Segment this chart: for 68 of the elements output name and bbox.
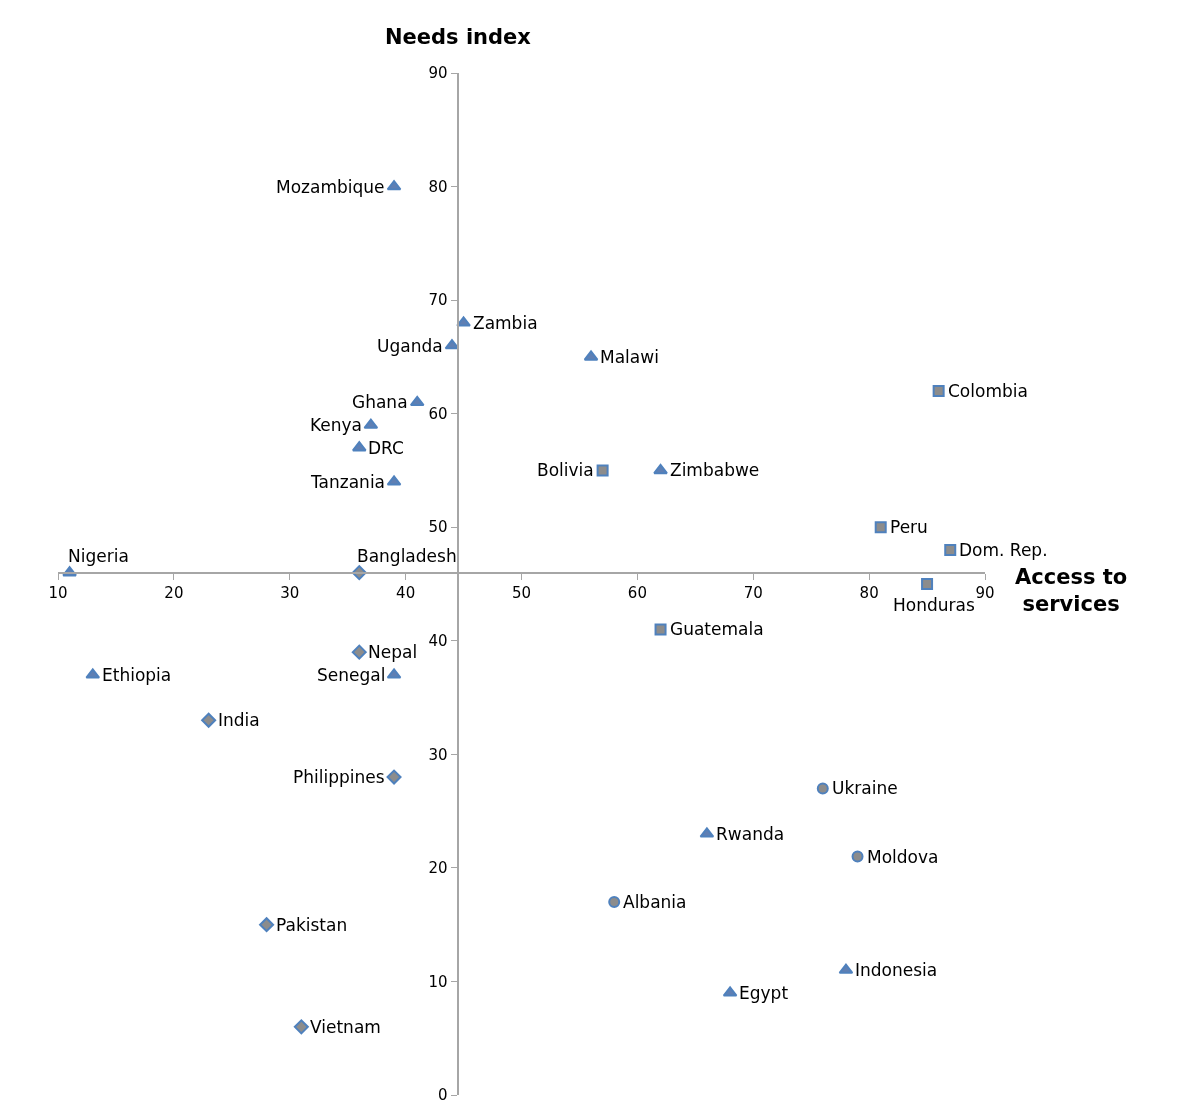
- point: [293, 1019, 309, 1035]
- point: [932, 384, 945, 397]
- point: [654, 623, 667, 636]
- x-tick-label: 60: [627, 583, 647, 602]
- y-tick-label: 40: [428, 632, 448, 651]
- point: [596, 464, 609, 477]
- annotation: Indonesia: [855, 960, 938, 980]
- point: [259, 917, 275, 933]
- point: [456, 316, 471, 327]
- x-tick-label: 10: [48, 583, 68, 602]
- annotation: Bolivia: [537, 460, 594, 480]
- annotation: Nepal: [368, 642, 418, 662]
- annotation: Peru: [890, 517, 928, 537]
- point: [921, 578, 934, 590]
- point: [816, 782, 829, 795]
- annotation: Philippines: [293, 767, 385, 787]
- point: [351, 644, 367, 660]
- y-tick-label: 30: [428, 745, 448, 764]
- y-tick-label: 60: [428, 404, 448, 423]
- point: [608, 895, 621, 908]
- annotation: Dom. Rep.: [959, 540, 1048, 560]
- annotation: Kenya: [310, 415, 363, 435]
- annotation: Nigeria: [68, 546, 129, 566]
- annotation: Egypt: [739, 983, 789, 1003]
- x-tick-label: 50: [511, 583, 532, 602]
- annotation: India: [218, 710, 260, 730]
- point: [386, 769, 402, 785]
- x-tick-label: 90: [975, 583, 995, 602]
- annotation: Pakistan: [276, 915, 348, 935]
- annotation: Tanzania: [310, 472, 386, 492]
- annotation: Albania: [623, 892, 687, 912]
- annotation: Uganda: [377, 336, 443, 356]
- annotation: Senegal: [317, 665, 386, 685]
- point: [944, 543, 957, 556]
- annotation: Rwanda: [716, 824, 785, 844]
- annotation: DRC: [368, 438, 404, 458]
- point: [201, 712, 217, 728]
- annotation: Ghana: [352, 392, 408, 412]
- x-tick-label: 70: [743, 583, 763, 602]
- annotation: Ethiopia: [102, 665, 172, 685]
- x-tick-label: 30: [280, 583, 300, 602]
- point: [409, 395, 425, 407]
- annotation: Ukraine: [832, 778, 898, 798]
- point: [851, 850, 864, 863]
- y-tick-label: 90: [428, 64, 448, 83]
- y-tick-label: 20: [428, 859, 448, 878]
- x-tick-label: 40: [396, 583, 416, 602]
- annotation: Zambia: [473, 313, 538, 333]
- annotation: Zimbabwe: [670, 460, 760, 480]
- x-tick-label: 80: [859, 583, 879, 602]
- annotation: Guatemala: [670, 619, 764, 639]
- x-tick-label: 20: [164, 583, 184, 602]
- annotation: Vietnam: [310, 1017, 381, 1037]
- y-tick-label: 70: [428, 291, 448, 310]
- annotation: Moldova: [867, 847, 939, 867]
- x-axis-title: Access to services: [1015, 565, 1128, 617]
- y-tick-label: 50: [428, 518, 448, 537]
- annotation: Honduras: [893, 595, 975, 615]
- y-axis-title: Needs index: [385, 25, 532, 49]
- annotation: Bangladesh: [357, 546, 457, 566]
- y-tick-label: 80: [428, 177, 448, 196]
- annotation: Malawi: [600, 347, 659, 367]
- point: [653, 463, 668, 475]
- point: [874, 521, 887, 534]
- annotation: Colombia: [948, 381, 1028, 401]
- y-tick-label: 0: [437, 1086, 448, 1105]
- y-tick-label: 10: [428, 972, 448, 991]
- annotation: Mozambique: [276, 177, 385, 197]
